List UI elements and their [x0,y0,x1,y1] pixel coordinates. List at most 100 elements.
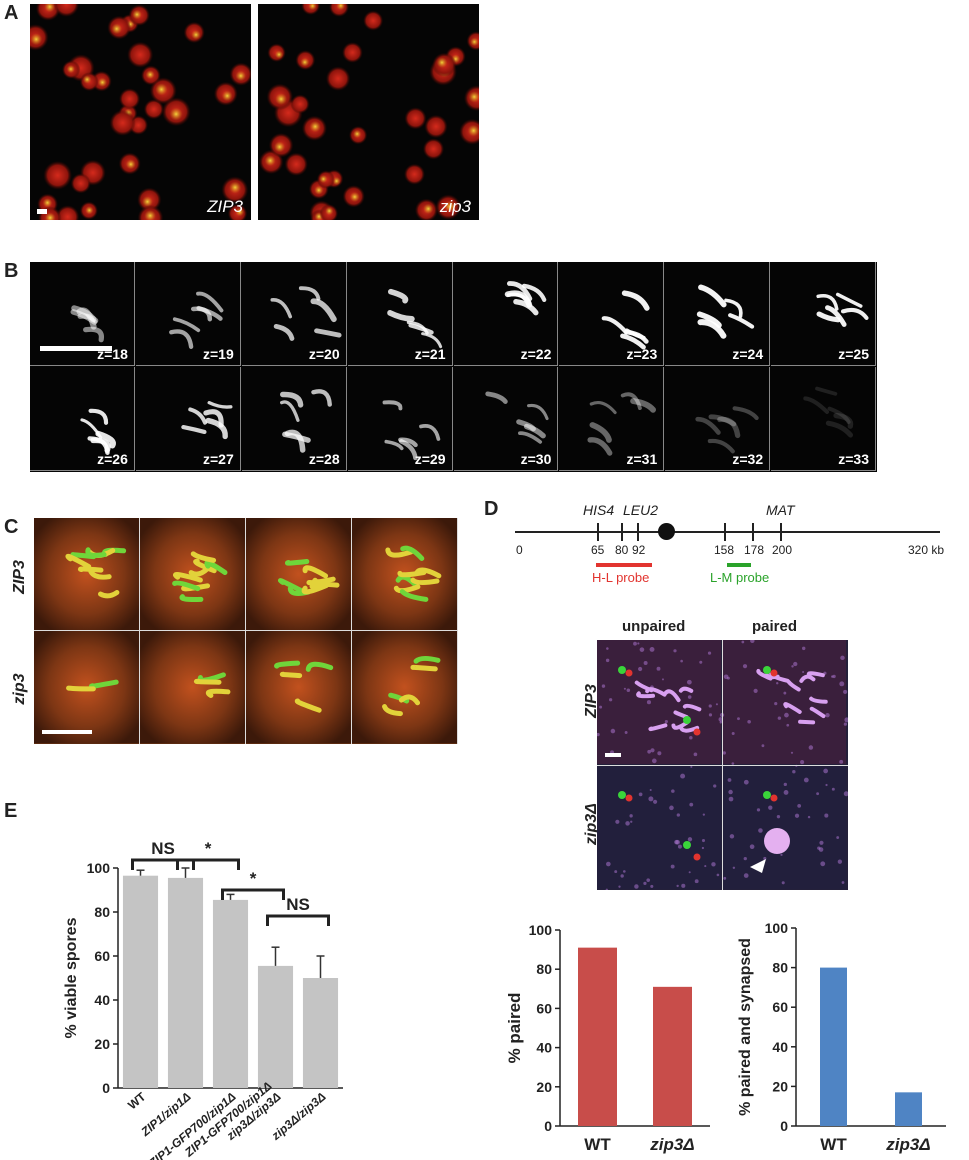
background-speck [786,723,790,727]
nucleus [143,99,164,120]
background-speck [802,670,805,673]
y-tick-label: 100 [87,860,111,876]
background-speck [708,704,712,708]
chromosome-signal [506,281,532,302]
chromosome-signal [279,400,300,422]
background-speck [843,722,848,726]
z-slice-tile: z=19 [135,262,241,366]
nucleus-signal [235,207,245,217]
background-speck [624,731,628,734]
significance-bracket [176,858,240,870]
bar [122,875,159,1088]
nucleus-signal [145,70,155,80]
z-slice-label: z=25 [838,346,869,362]
nucleus-tile [34,518,139,630]
bar [895,1092,922,1126]
nucleus-signal [436,57,448,68]
nucleus [404,107,427,130]
panel-a-image-zip3-mutant: zip3 [258,4,479,220]
background-speck [743,856,747,861]
chromosome-signal [172,580,201,592]
background-speck [753,688,758,693]
chromosome-signal [517,431,542,444]
lm-probe-spot [618,791,626,799]
chromosome-signal [95,430,116,449]
y-axis-label: % paired and synapsed [737,938,754,1116]
background-speck [837,859,843,864]
significance-label: NS [286,895,310,914]
chromosome-signal [798,719,816,725]
percent-paired-synapsed-chart: 0 20 40 60 80 100 % paired and synapsed WT zip3Δ [737,920,946,1154]
fish-images [597,640,848,890]
nucleus-tile [246,518,351,630]
background-speck [713,784,717,788]
background-speck [774,702,778,706]
background-speck [761,744,765,748]
position-65: 65 [591,543,605,557]
background-speck [793,661,798,667]
chromosome-signal [195,291,224,313]
background-speck [686,679,692,685]
chromosome-signal [698,284,727,308]
significance-bracket [131,858,195,870]
chromosome-signal [273,323,295,341]
y-tick-label: 60 [536,1000,552,1016]
background-speck [630,820,633,823]
chromosome-signal [400,545,425,561]
chromosome-signal [678,686,694,693]
background-speck [839,759,844,764]
z-slice-image [386,288,442,349]
chromosome-signal [168,329,194,349]
nucleus [363,10,384,31]
chromosome-signal [708,414,737,427]
chromosome-signal [181,425,207,435]
background-speck [844,717,848,723]
z-slice-image [587,392,657,456]
chromosome-signal [65,553,92,570]
chromosome-signal [420,332,442,349]
position-80: 80 [615,543,629,557]
chromosome-signal [386,310,415,322]
z-slice-tile: z=20 [241,262,347,366]
x-tick-label-line: WT [125,1089,149,1112]
chromosome-signal [732,406,759,421]
col-label-paired: paired [752,618,798,635]
chromosome-signal [97,590,120,599]
hl-probe-spot [693,728,701,736]
chromosome-signal [204,560,228,575]
background-speck [741,640,745,644]
background-speck [669,805,674,811]
chromosome-signal [630,398,657,413]
background-speck [758,828,763,833]
z-slice-label: z=31 [626,451,658,467]
nucleus [403,163,425,185]
chromosome-signal [80,418,103,440]
background-speck [704,865,707,868]
chromosome-line [515,531,940,533]
chromosome-signal [724,298,743,319]
background-speck [843,689,848,694]
nucleus [290,94,310,114]
chromosome-signal [504,290,532,308]
nucleus-signal [275,93,288,106]
chromosome-signal [413,655,441,664]
chromosome-signal [83,326,105,343]
chromosome-signal [66,685,96,692]
chromosome-signal [815,386,838,396]
chromosome-signal [71,305,97,323]
background-speck [780,853,783,856]
z-slice-image [602,290,650,350]
locus-his4: HIS4 [583,502,615,518]
background-speck [840,655,845,661]
chromosome-signal [181,583,211,592]
percent-paired-chart: 0 20 40 60 80 100 % paired WT zip3Δ [505,922,710,1154]
nucleus-signal [82,75,92,84]
background-speck [689,736,693,740]
background-speck [651,758,657,764]
background-speck [824,813,829,818]
panel-label-b: B [4,260,19,282]
nucleus-signal [309,120,321,133]
background-speck [680,659,683,663]
z-slice-image [279,389,332,453]
nucleus-signal [44,4,56,13]
